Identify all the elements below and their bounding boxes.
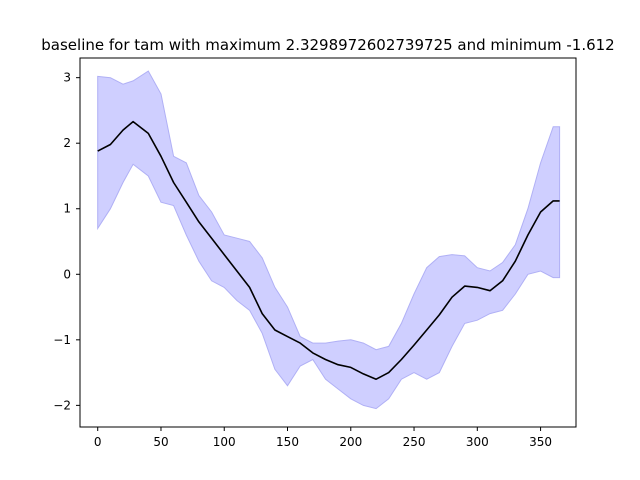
plot-layer [97, 70, 561, 410]
baseline-line [97, 120, 560, 381]
y-tick-label: 1 [63, 202, 71, 216]
x-tick-label: 250 [403, 435, 426, 449]
x-tick-label: 300 [466, 435, 489, 449]
x-tick-label: 0 [94, 435, 102, 449]
y-tick-label: −1 [53, 333, 71, 347]
confidence-band [97, 70, 561, 410]
y-tick-label: 2 [63, 136, 71, 150]
x-tick-label: 150 [276, 435, 299, 449]
y-tick-label: 0 [63, 267, 71, 281]
x-tick-label: 200 [339, 435, 362, 449]
chart-title: baseline for tam with maximum 2.32989726… [41, 36, 614, 54]
x-tick-label: 50 [153, 435, 168, 449]
x-tick-label: 100 [213, 435, 236, 449]
y-tick-label: −2 [53, 398, 71, 412]
plot-frame [79, 57, 577, 428]
y-tick-label: 3 [63, 71, 71, 85]
x-tick-label: 350 [529, 435, 552, 449]
axes-layer: 0 50 100 150 200 250 300 350 −2 −1 0 1 2 3 [53, 71, 552, 449]
